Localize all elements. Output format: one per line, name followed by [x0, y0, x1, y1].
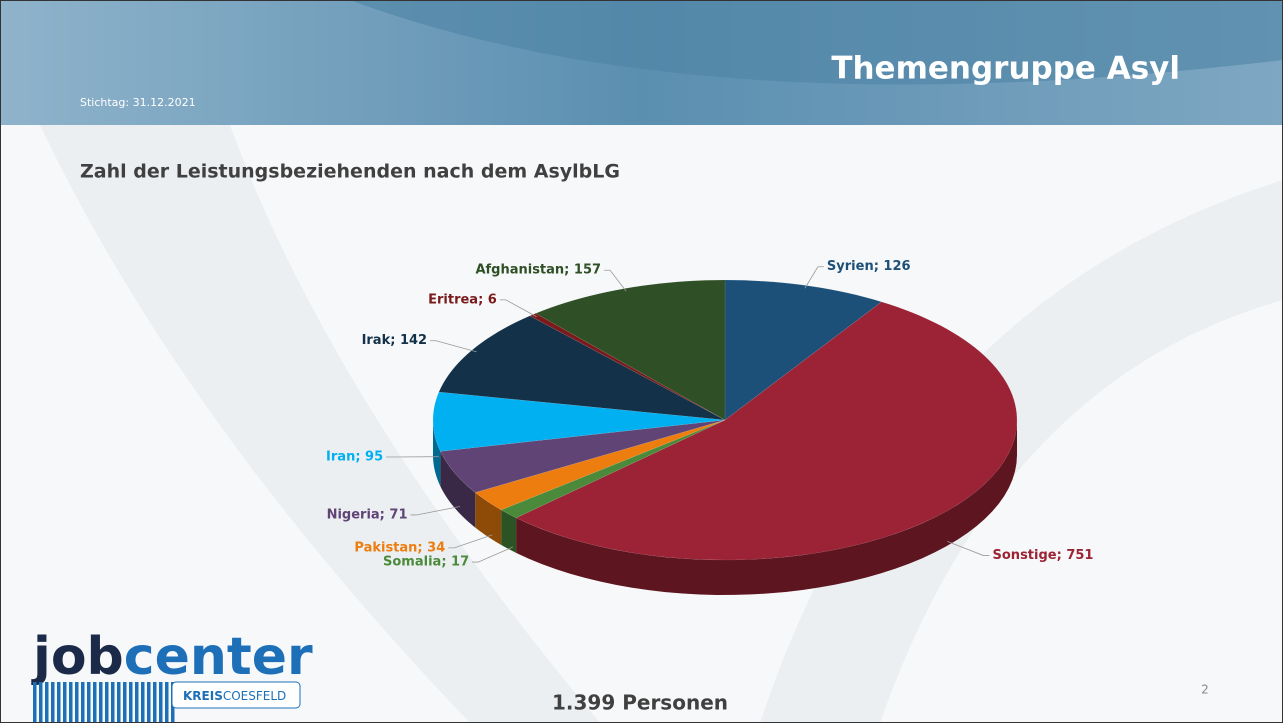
bg-curve: [760, 180, 1283, 723]
stripe: [87, 682, 91, 722]
leader-line: [604, 269, 627, 292]
stripe: [75, 682, 79, 722]
logo: jobcenter KREISCOESFELD: [31, 627, 313, 722]
stripe: [147, 682, 151, 722]
logo-kreis: KREIS: [183, 689, 223, 703]
stripe: [165, 682, 169, 722]
stripe: [69, 682, 73, 722]
stripe: [99, 682, 103, 722]
stripe: [45, 682, 49, 722]
data-label: Irak; 142: [362, 333, 428, 348]
data-label: Eritrea; 6: [428, 292, 497, 307]
data-label: Somalia; 17: [383, 555, 469, 570]
logo-center: center: [124, 627, 313, 687]
slice: [500, 419, 726, 519]
page-number: 2: [1201, 683, 1209, 697]
stripe: [123, 682, 127, 722]
data-label: Nigeria; 71: [327, 507, 408, 522]
stripe: [63, 682, 67, 722]
stripe: [105, 682, 109, 722]
slice-side: [440, 451, 476, 528]
stripe: [51, 682, 55, 722]
leader-line: [410, 506, 460, 516]
stripe: [81, 682, 85, 722]
slice: [515, 301, 1018, 561]
stripe: [117, 682, 121, 722]
slice-side: [433, 420, 441, 487]
slice: [440, 419, 726, 493]
data-label: Iran; 95: [326, 449, 383, 464]
leader-line: [472, 546, 513, 563]
stripe: [141, 682, 145, 722]
logo-coesfeld: COESFELD: [223, 689, 286, 703]
data-label: Sonstige; 751: [993, 548, 1094, 563]
chart-title: Zahl der Leistungsbeziehenden nach dem A…: [80, 161, 620, 183]
stripe: [129, 682, 133, 722]
slice-side: [516, 420, 1017, 595]
slice-side: [475, 492, 502, 545]
leader-line: [804, 266, 824, 289]
logo-job: job: [31, 627, 124, 687]
stripe: [153, 682, 157, 722]
data-label: Afghanistan; 157: [475, 263, 601, 278]
date: Stichtag: 31.12.2021: [80, 96, 196, 109]
slice-side: [501, 509, 517, 553]
stripe: [111, 682, 115, 722]
stripe: [39, 682, 43, 722]
leader-line: [499, 299, 537, 318]
logo-box: [171, 681, 301, 709]
stripe: [57, 682, 61, 722]
stripe: [93, 682, 97, 722]
stripe: [33, 682, 37, 722]
slice: [474, 419, 726, 511]
stripe: [135, 682, 139, 722]
total: 1.399 Personen: [552, 691, 728, 715]
slide-title: Themengruppe Asyl: [831, 51, 1180, 87]
leader-line: [448, 534, 493, 549]
slice: [432, 391, 726, 452]
logo-sub: KREISCOESFELD: [183, 689, 286, 703]
header-shape: [350, 0, 1283, 85]
leader-line: [430, 340, 477, 353]
data-label: Pakistan; 34: [354, 540, 445, 555]
logo-text: jobcenter: [31, 627, 313, 687]
bg-curve: [40, 125, 600, 723]
stripe: [159, 682, 163, 722]
pie: Syrien; 126 Sonstige; 751 Somalia; 17Pakis…: [326, 259, 1093, 595]
leader-line: [947, 541, 990, 556]
data-label: Syrien; 126: [827, 259, 911, 274]
